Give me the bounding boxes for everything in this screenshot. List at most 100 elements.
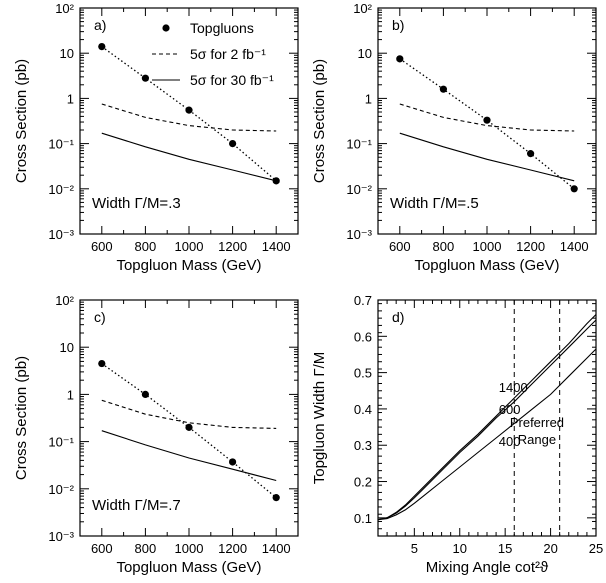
y-tick-label: 10⁻¹ — [346, 137, 372, 152]
panel-label: d) — [392, 309, 404, 325]
x-tick-label: 1400 — [560, 239, 589, 254]
panel-4: 5 10 15 20 25 0.1 0.2 0.3 0.4 0.5 0.6 0.7 Mixing Ang… — [311, 293, 603, 576]
x-tick-label: 1200 — [516, 239, 545, 254]
x-tick-label: 1000 — [175, 239, 204, 254]
y-tick-label: 10⁻³ — [346, 227, 372, 242]
y-tick-label: 10⁻³ — [48, 227, 74, 242]
series-line-3 — [101, 132, 277, 182]
data-point — [272, 177, 280, 185]
y-tick-label: 10² — [55, 293, 74, 308]
series-line-3 — [399, 132, 575, 182]
y-axis-label: Cross Section (pb) — [13, 59, 30, 183]
y-tick-label: 10 — [60, 46, 74, 61]
curve-label: 600 — [499, 402, 521, 417]
y-tick-label: 1 — [67, 387, 74, 402]
x-tick-label: 1000 — [175, 541, 204, 556]
width-annotation: Width Γ/M=.5 — [390, 195, 479, 212]
data-point — [98, 42, 106, 51]
data-point — [229, 140, 237, 148]
series-line-3 — [101, 430, 277, 482]
y-tick-label: 0.6 — [354, 329, 372, 344]
data-point — [185, 106, 193, 114]
preferred-range-label: Range — [518, 432, 556, 447]
data-point — [98, 359, 106, 368]
series-line-3 — [377, 348, 597, 521]
width-annotation: Width Γ/M=.7 — [92, 497, 181, 514]
series-line-2 — [101, 399, 277, 429]
y-axis-label: Cross Section (pb) — [311, 59, 328, 183]
y-tick-label: 1 — [365, 91, 372, 106]
x-tick-label: 600 — [389, 239, 411, 254]
series-line-2 — [377, 319, 597, 521]
y-axis-label: Topgluon Width Γ/M — [311, 352, 328, 485]
x-tick-label: 25 — [589, 541, 603, 556]
preferred-range-label: Preferred — [510, 415, 564, 430]
data-point — [396, 55, 404, 63]
y-tick-label: 10⁻² — [346, 182, 372, 197]
x-tick-label: 800 — [135, 239, 157, 254]
panel-label: b) — [392, 17, 404, 33]
x-axis-label: Mixing Angle cot²ϑ — [426, 559, 549, 576]
y-tick-label: 0.2 — [354, 475, 372, 490]
x-tick-label: 1200 — [218, 239, 247, 254]
y-tick-label: 10 — [60, 340, 74, 355]
y-tick-label: 1 — [67, 91, 74, 106]
x-tick-label: 1400 — [262, 239, 291, 254]
legend-label: 5σ for 2 fb⁻¹ — [190, 46, 266, 62]
data-point — [570, 185, 578, 193]
data-point — [141, 390, 149, 398]
data-point — [272, 494, 280, 502]
panel-2: 600 800 1000 1200 1400 10⁻³ 10⁻² 10⁻¹ 1 10 10² Topg… — [311, 1, 597, 274]
legend-label: Topgluons — [190, 20, 254, 36]
x-tick-label: 15 — [498, 541, 512, 556]
panel-3: 600 800 1000 1200 1400 10⁻³ 10⁻² 10⁻¹ 1 10 10² Topg… — [13, 293, 299, 576]
y-tick-label: 10 — [358, 46, 372, 61]
x-axis-label: Topgluon Mass (GeV) — [116, 559, 261, 576]
series-line-1 — [399, 58, 575, 190]
legend-marker — [162, 24, 170, 32]
x-tick-label: 1200 — [218, 541, 247, 556]
y-axis-label: Cross Section (pb) — [13, 356, 30, 480]
legend-label: 5σ for 30 fb⁻¹ — [190, 72, 274, 88]
curve-label: 1400 — [499, 380, 528, 395]
data-point — [527, 150, 535, 158]
panel-label: a) — [94, 17, 106, 33]
legend: Topgluons 5σ for 2 fb⁻¹ 5σ for 30 fb⁻¹ — [152, 20, 274, 88]
y-tick-label: 10⁻³ — [48, 529, 74, 544]
data-point — [141, 74, 149, 82]
x-tick-label: 5 — [411, 541, 418, 556]
x-tick-label: 800 — [135, 541, 157, 556]
width-annotation: Width Γ/M=.3 — [92, 195, 181, 212]
curve-label: 400 — [499, 434, 521, 449]
y-tick-label: 10⁻² — [48, 182, 74, 197]
y-tick-label: 10⁻² — [48, 482, 74, 497]
y-tick-label: 0.4 — [354, 402, 372, 417]
panel-1: 600 800 1000 1200 1400 10⁻³ 10⁻² 10⁻¹ 1 10 10² Topg… — [13, 1, 299, 274]
series-line-1 — [377, 314, 597, 521]
y-tick-label: 0.3 — [354, 438, 372, 453]
data-point — [185, 423, 193, 431]
x-tick-label: 1400 — [262, 541, 291, 556]
x-tick-label: 10 — [453, 541, 467, 556]
data-point — [229, 458, 237, 466]
data-point — [483, 116, 491, 124]
y-tick-label: 10⁻¹ — [48, 137, 74, 152]
y-tick-label: 10² — [353, 1, 372, 16]
y-tick-label: 0.1 — [354, 511, 372, 526]
x-tick-label: 800 — [433, 239, 455, 254]
x-tick-label: 20 — [543, 541, 557, 556]
series-line-2 — [101, 103, 277, 132]
x-axis-label: Topgluon Mass (GeV) — [116, 257, 261, 274]
x-tick-label: 600 — [91, 239, 113, 254]
y-tick-label: 10⁻¹ — [48, 435, 74, 450]
y-tick-label: 0.7 — [354, 293, 372, 308]
panel-label: c) — [94, 309, 106, 325]
x-tick-label: 1000 — [473, 239, 502, 254]
data-point — [439, 85, 447, 93]
y-tick-label: 10² — [55, 1, 74, 16]
series-line-2 — [399, 103, 575, 132]
x-axis-label: Topgluon Mass (GeV) — [414, 257, 559, 274]
x-tick-label: 600 — [91, 541, 113, 556]
y-tick-label: 0.5 — [354, 366, 372, 381]
